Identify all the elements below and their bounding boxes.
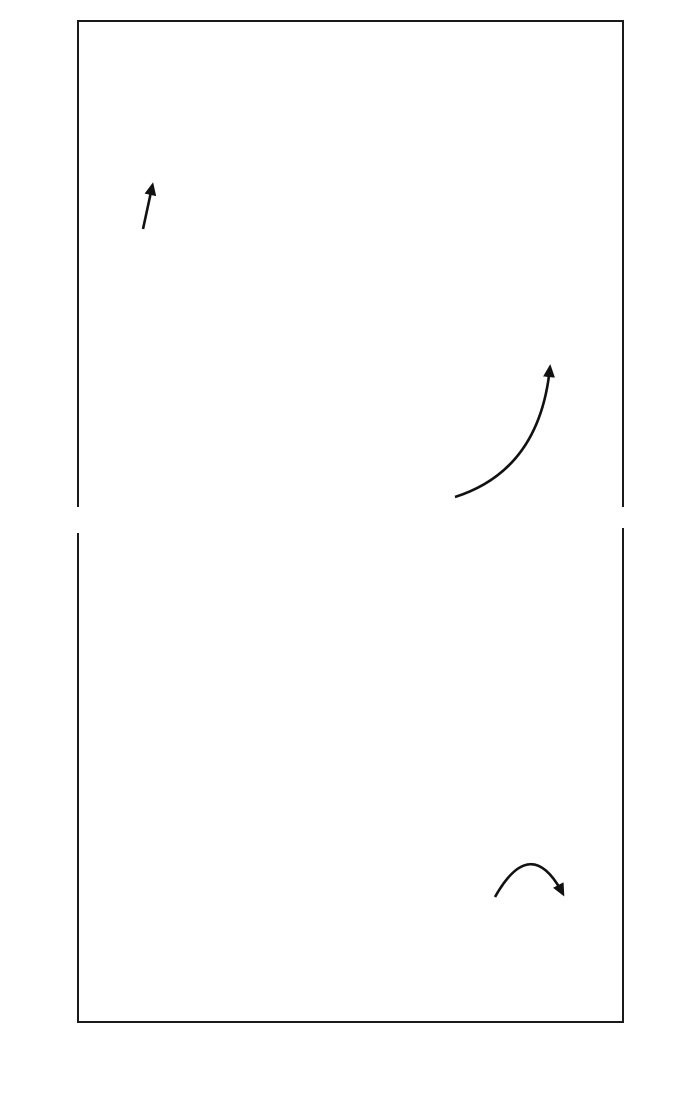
legend-item-forward-earnings	[173, 542, 242, 568]
arc-down-arrow-icon	[493, 863, 565, 898]
legend-item-return-on-equity	[173, 580, 242, 606]
curved-up-arrow-icon	[454, 364, 555, 499]
legend	[173, 542, 242, 618]
blue-line-swatch-icon	[173, 553, 228, 557]
red-line-swatch-icon	[173, 591, 228, 595]
average-arrow-icon	[141, 182, 157, 230]
top-panel-frame	[77, 20, 624, 507]
bottom-panel-frame	[77, 528, 624, 1023]
